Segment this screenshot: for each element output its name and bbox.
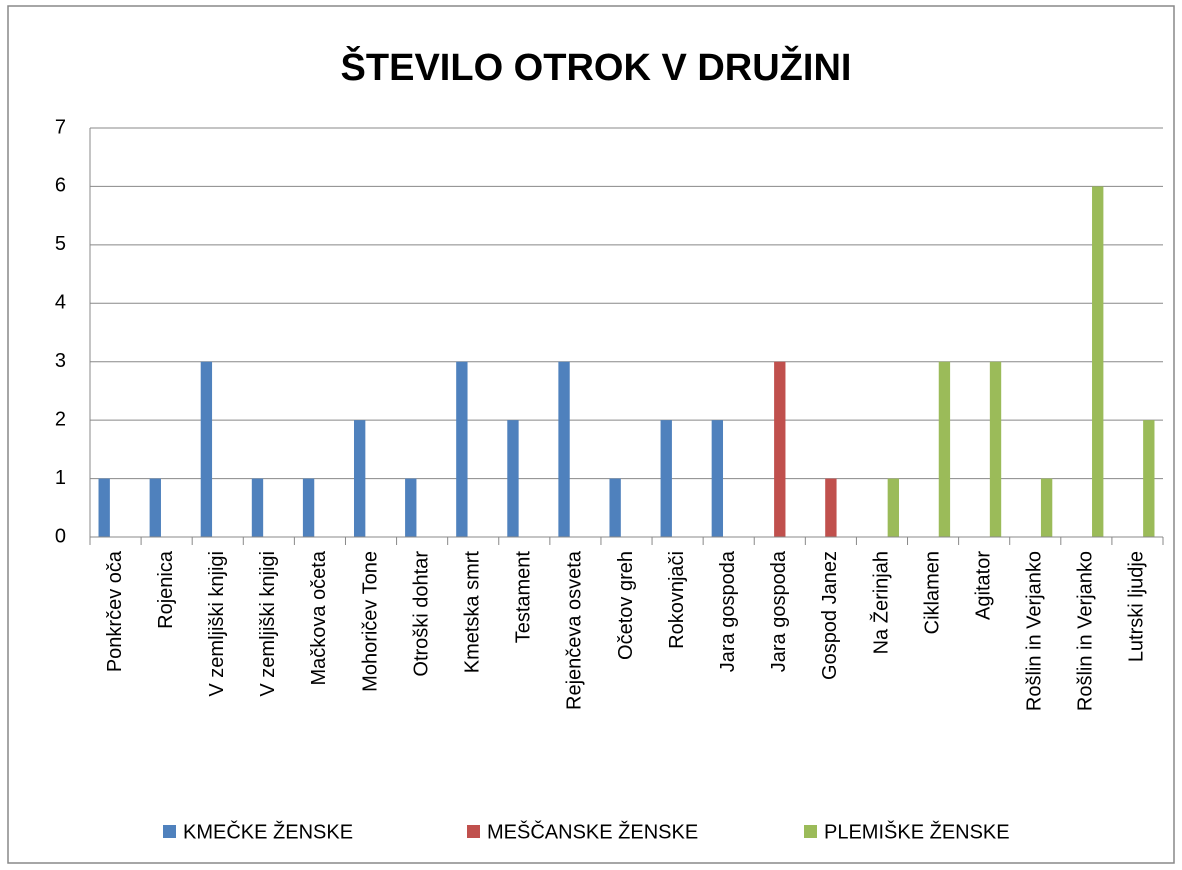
bar [456, 361, 468, 537]
y-tick-label: 3 [55, 350, 66, 372]
bar [507, 420, 519, 537]
bar [353, 420, 366, 537]
x-tick-label: Jara gospoda [768, 550, 790, 672]
x-tick-label: Kmetska smrt [461, 551, 483, 674]
bar [1092, 186, 1104, 537]
x-tick-label: Rošlin in Verjanko [1024, 551, 1046, 711]
bar [558, 361, 570, 537]
legend-swatch [467, 825, 480, 838]
x-tick-label: Agitator [972, 551, 994, 620]
x-tick-label: Testament [513, 551, 535, 644]
x-tick-label: V zemljiški knjigi [206, 551, 228, 697]
y-tick-label: 2 [55, 408, 66, 430]
x-tick-label: Rojenica [155, 550, 177, 629]
legend-swatch [804, 825, 817, 838]
bar [887, 478, 900, 537]
bar [609, 478, 621, 537]
x-tick-label: Rošlin in Verjanko [1075, 551, 1097, 711]
x-tick-label: Mačkova očeta [308, 550, 330, 685]
x-tick-label: Gospod Janez [819, 551, 841, 680]
chart-title: ŠTEVILO OTROK V DRUŽINI [341, 44, 852, 89]
bar [302, 478, 315, 537]
bar [774, 361, 786, 537]
bar [711, 420, 724, 537]
legend-label: KMEČKE ŽENSKE [183, 820, 353, 843]
x-tick-label: Ponkrčev oča [104, 550, 126, 672]
x-tick-label: Lutrski ljudje [1126, 551, 1148, 662]
bar [938, 361, 951, 537]
y-tick-label: 1 [55, 467, 66, 489]
x-tick-label: V zemljiški knjigi [257, 551, 279, 697]
bar [200, 361, 213, 537]
x-tick-label: Jara gospoda [717, 550, 739, 672]
legend-swatch [163, 825, 176, 838]
bar [98, 478, 110, 537]
x-tick-label: Rokovnjači [666, 551, 688, 649]
bar [825, 478, 837, 537]
bar [251, 478, 264, 537]
legend-label: MEŠČANSKE ŽENSKE [487, 820, 698, 843]
y-tick-label: 5 [55, 233, 66, 255]
bar [149, 478, 161, 537]
legend-label: PLEMIŠKE ŽENSKE [824, 820, 1010, 843]
y-tick-label: 6 [55, 175, 66, 197]
x-tick-label: Na Žerinjah [869, 551, 892, 654]
bar [1040, 478, 1053, 537]
y-tick-label: 4 [55, 292, 66, 314]
y-tick-label: 0 [55, 525, 66, 547]
x-tick-label: Ciklamen [921, 551, 943, 634]
bar [1143, 420, 1155, 537]
bar [660, 420, 672, 537]
x-tick-label: Mohoričev Tone [359, 551, 381, 692]
y-tick-label: 7 [55, 116, 66, 138]
x-tick-label: Otroški dohtar [410, 551, 432, 677]
x-tick-label: Rejenčeva osveta [564, 550, 586, 710]
bar [405, 478, 417, 537]
x-tick-label: Očetov greh [615, 551, 637, 660]
bar [989, 361, 1002, 537]
